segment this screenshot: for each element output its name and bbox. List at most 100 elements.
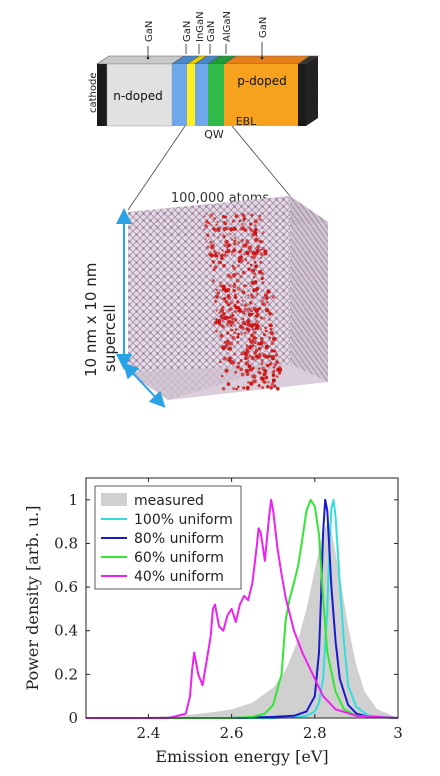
indium-atom [221, 387, 226, 391]
indium-atom [225, 240, 229, 244]
led-device-schematic: GaN GaN InGaN GaN AlGaN GaN cathode anod… [88, 11, 321, 211]
indium-atom [207, 221, 211, 225]
indium-atom [248, 308, 251, 311]
indium-atom [223, 221, 228, 226]
zoom-line-right [231, 125, 291, 197]
indium-atom [249, 263, 253, 267]
indium-atom [226, 339, 230, 344]
x-axis-label: Emission energy [eV] [155, 747, 328, 766]
indium-atom [231, 264, 234, 267]
indium-atom [260, 358, 263, 362]
indium-atom [253, 322, 256, 326]
indium-atom [262, 297, 265, 300]
indium-atom [237, 264, 240, 267]
indium-atom [212, 268, 216, 272]
indium-atom [219, 307, 225, 313]
indium-atom [268, 311, 272, 316]
indium-atom [241, 320, 246, 325]
indium-atom [274, 363, 277, 366]
indium-atom [258, 269, 263, 275]
indium-atom [252, 328, 255, 331]
indium-atom-cloud [203, 213, 283, 391]
anode-contact [298, 64, 306, 126]
indium-atom [260, 362, 264, 366]
legend-label: 100% uniform [134, 512, 233, 528]
indium-atom [241, 270, 246, 275]
indium-atom [249, 222, 253, 226]
indium-atom [233, 242, 237, 246]
indium-atom [237, 385, 240, 389]
indium-atom [204, 224, 208, 228]
indium-atom [254, 224, 257, 227]
indium-atom [272, 378, 276, 383]
indium-atom [258, 371, 262, 375]
indium-atom [231, 314, 235, 317]
indium-atom [245, 250, 250, 255]
indium-atom [260, 248, 263, 251]
series-line-4 [86, 498, 399, 719]
indium-atom [231, 312, 234, 315]
indium-atom [239, 367, 243, 372]
indium-atom [249, 284, 252, 287]
indium-atom [248, 226, 252, 230]
indium-atom [263, 252, 268, 256]
indium-atom [241, 290, 246, 295]
indium-atom [263, 380, 267, 384]
indium-atom [244, 258, 248, 261]
indium-atom [247, 364, 252, 369]
indium-atom [260, 256, 263, 259]
legend-label: 40% uniform [134, 569, 224, 585]
indium-atom [250, 333, 254, 337]
indium-atom [234, 310, 238, 314]
indium-atom [243, 308, 248, 312]
indium-atom [269, 323, 273, 328]
x-tick-label: 3 [393, 724, 403, 742]
indium-atom [264, 308, 270, 313]
indium-atom [254, 227, 258, 232]
indium-atom [244, 352, 248, 357]
indium-atom [245, 284, 248, 287]
indium-atom [243, 303, 248, 307]
indium-atom [255, 248, 259, 252]
emission-spectrum-chart: 2.4 2.6 2.8 3 0 0.2 0.4 0.6 0.8 1 Emission energy … [23, 477, 403, 766]
indium-atom [237, 273, 240, 276]
indium-atom [213, 228, 217, 232]
indium-atom [255, 234, 258, 237]
indium-atom [240, 372, 245, 377]
indium-atom [218, 311, 221, 315]
indium-atom [232, 386, 236, 391]
indium-atom [229, 233, 232, 236]
indium-atom [226, 249, 230, 254]
indium-atom [217, 251, 221, 255]
indium-atom [240, 238, 245, 242]
indium-atom [245, 343, 248, 347]
indium-atom [221, 215, 226, 219]
indium-atom [245, 327, 249, 331]
indium-atom [238, 256, 241, 260]
indium-atom [264, 375, 269, 380]
y-tick-label: 0 [68, 709, 78, 727]
indium-atom [270, 361, 273, 364]
indium-atom [263, 317, 266, 320]
indium-atom [248, 268, 251, 271]
indium-atom [223, 296, 227, 300]
depth-arrow [122, 362, 166, 408]
indium-atom [248, 245, 253, 250]
indium-atom [249, 367, 254, 372]
indium-atom [209, 240, 213, 244]
indium-atom [261, 281, 265, 284]
indium-atom [234, 370, 237, 374]
indium-atom [265, 372, 268, 376]
indium-atom [259, 252, 264, 256]
legend-label: 80% uniform [134, 531, 224, 547]
chart-legend: measured 100% uniform 80% uniform 60% unifo… [94, 485, 242, 590]
indium-atom [204, 237, 207, 240]
indium-atom [229, 307, 233, 311]
indium-atom [231, 273, 237, 278]
indium-atom [236, 305, 240, 310]
indium-atom [223, 340, 227, 344]
indium-atom [257, 346, 262, 351]
indium-atom [253, 219, 258, 224]
indium-atom [270, 349, 274, 353]
label-gan-1: GaN [144, 21, 155, 42]
